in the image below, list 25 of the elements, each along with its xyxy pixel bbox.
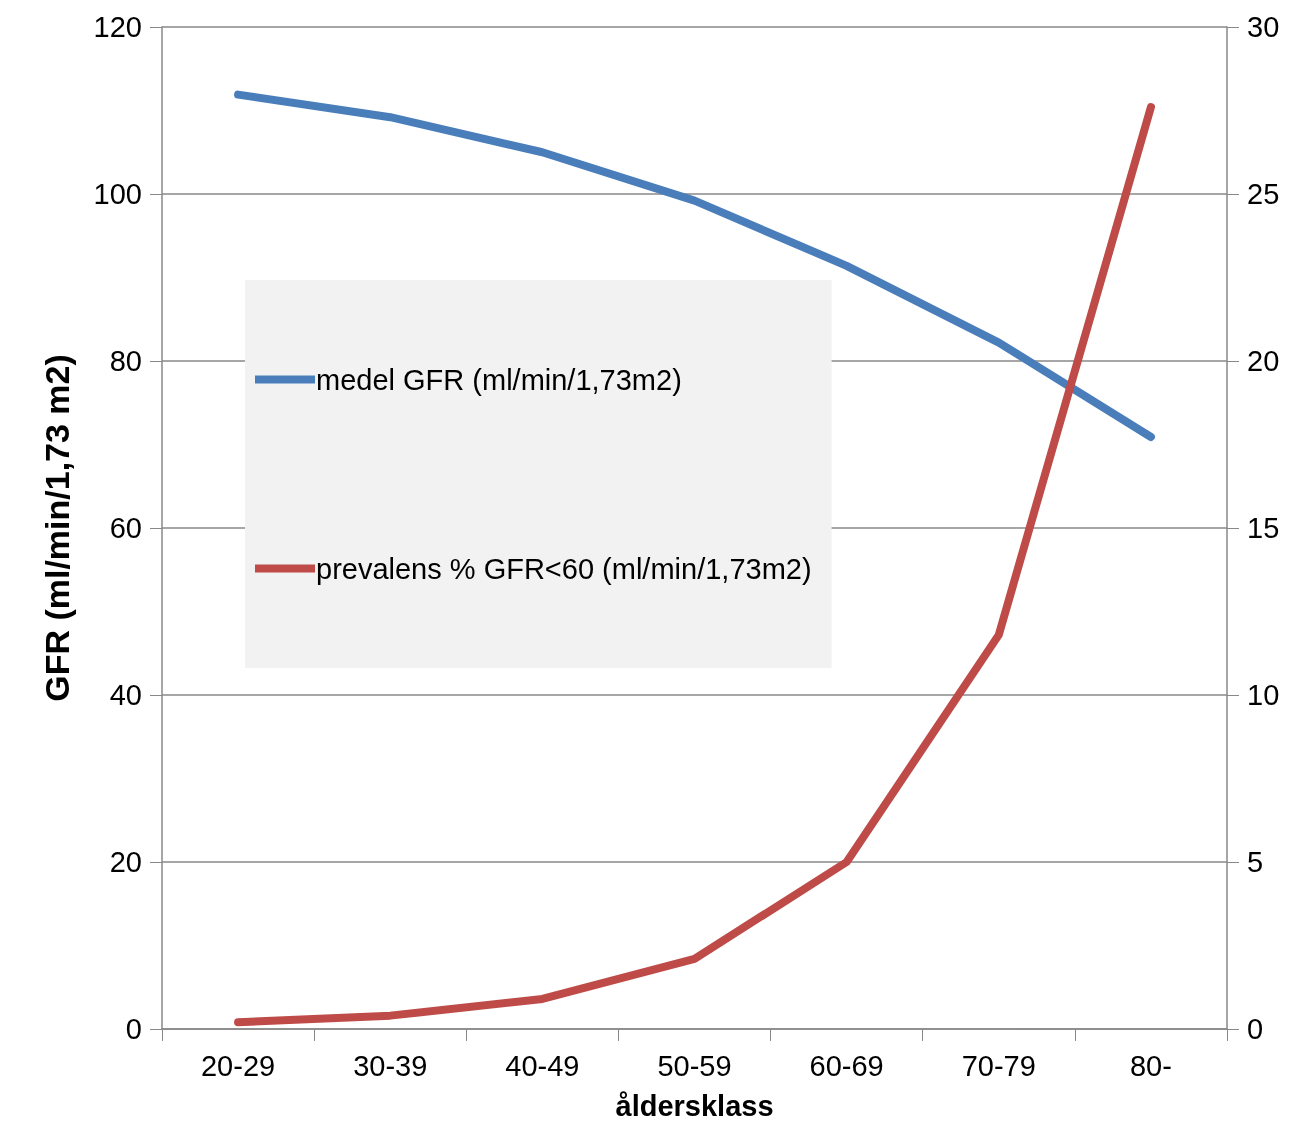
x-tick-label: 60-69 xyxy=(809,1049,884,1082)
x-tick-label: 30-39 xyxy=(353,1049,428,1082)
x-tick-label: 70-79 xyxy=(961,1049,1036,1082)
y2-tick-label: 30 xyxy=(1247,11,1280,43)
y-tick-label: 20 xyxy=(109,846,142,878)
x-tick-label: 50-59 xyxy=(657,1049,732,1082)
y-tick-label: 60 xyxy=(109,512,142,544)
x-tick-label: 40-49 xyxy=(505,1049,580,1082)
y2-tick-label: 15 xyxy=(1247,512,1280,544)
y2-tick-label: 0 xyxy=(1247,1013,1264,1045)
y-tick-label: 100 xyxy=(93,178,142,210)
y-tick-label: 40 xyxy=(109,679,142,711)
y2-tick-label: 25 xyxy=(1247,178,1280,210)
x-tick-label: 20-29 xyxy=(200,1049,276,1082)
legend-label: medel GFR (ml/min/1,73m2) xyxy=(316,363,682,396)
legend-label: prevalens % GFR<60 (ml/min/1,73m2) xyxy=(316,552,812,585)
y2-tick-label: 5 xyxy=(1247,846,1264,878)
y-tick-label: 120 xyxy=(93,11,142,43)
y2-tick-label: 10 xyxy=(1247,679,1280,711)
y2-tick-label: 20 xyxy=(1247,345,1280,377)
x-axis-title: åldersklass xyxy=(615,1089,774,1122)
y-axis-title: GFR (ml/min/1,73 m2) xyxy=(38,354,76,702)
x-tick-label: 80- xyxy=(1129,1049,1172,1082)
y-tick-label: 80 xyxy=(109,345,142,377)
y-tick-label: 0 xyxy=(125,1013,142,1045)
